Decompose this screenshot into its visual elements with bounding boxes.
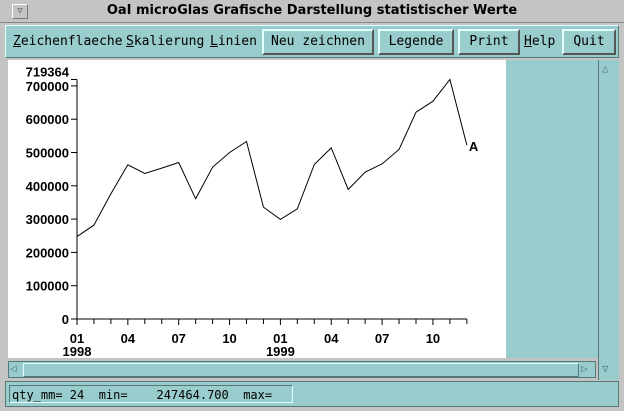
series-label: A — [469, 139, 479, 154]
redraw-button[interactable]: Neu zeichnen — [262, 29, 374, 55]
y-tick-label: 500000 — [26, 146, 69, 161]
line-chart: 0 100000 200000 300000 400000 500000 600000 700… — [26, 64, 479, 359]
x-tick-label: 07 — [171, 331, 185, 346]
x-tick-label: 01 — [70, 331, 84, 346]
vertical-scrollbar[interactable]: △ ▽ — [598, 60, 619, 380]
y-tick-label: 200000 — [26, 245, 69, 260]
y-tick-label: 700000 — [26, 79, 69, 94]
x-year-label: 1999 — [266, 344, 295, 358]
menu-bar: Zeichenflaeche Skalierung Linien Neu zei… — [5, 25, 619, 58]
menu-skalierung[interactable]: Skalierung — [126, 34, 205, 49]
title-bar: ▽ OaI microGlas Grafische Darstellung st… — [0, 0, 624, 23]
x-tick-label: 10 — [222, 331, 236, 346]
scroll-thumb[interactable] — [23, 363, 579, 377]
y-max-label: 719364 — [26, 64, 70, 79]
horizontal-scrollbar[interactable]: ◁ ▷ — [8, 361, 596, 378]
scroll-left-icon[interactable]: ◁ — [10, 362, 17, 375]
x-tick-label: 10 — [426, 331, 440, 346]
plot-area: 0 100000 200000 300000 400000 500000 600000 700… — [8, 60, 506, 359]
status-text: qty_mm= 24 min= 247464.700 max= 719364 — [9, 385, 293, 403]
x-tick-label: 04 — [324, 331, 339, 346]
x-year-label: 1998 — [63, 344, 92, 358]
x-tick-label: 04 — [121, 331, 136, 346]
scroll-right-icon[interactable]: ▷ — [581, 362, 588, 375]
y-tick-label: 100000 — [26, 279, 69, 294]
scroll-down-icon[interactable]: ▽ — [602, 362, 609, 375]
window-title: OaI microGlas Grafische Darstellung stat… — [106, 3, 518, 18]
menu-help[interactable]: Help — [524, 34, 556, 49]
x-tick-label: 01 — [273, 331, 287, 346]
status-bar: qty_mm= 24 min= 247464.700 max= 719364 — [5, 381, 619, 407]
menu-zeichenflaeche[interactable]: Zeichenflaeche — [13, 34, 123, 49]
window-menu-button[interactable]: ▽ — [12, 4, 28, 19]
x-tick-label: 07 — [375, 331, 389, 346]
scroll-up-icon[interactable]: △ — [602, 62, 609, 75]
side-panel — [506, 60, 598, 358]
menu-linien[interactable]: Linien — [210, 34, 257, 49]
y-tick-label: 300000 — [26, 212, 69, 227]
y-tick-label: 0 — [62, 312, 69, 327]
y-tick-label: 600000 — [26, 112, 69, 127]
y-tick-label: 400000 — [26, 179, 69, 194]
quit-button[interactable]: Quit — [562, 29, 616, 55]
legend-button[interactable]: Legende — [378, 29, 454, 55]
series-line — [76, 78, 468, 238]
print-button[interactable]: Print — [458, 29, 520, 55]
